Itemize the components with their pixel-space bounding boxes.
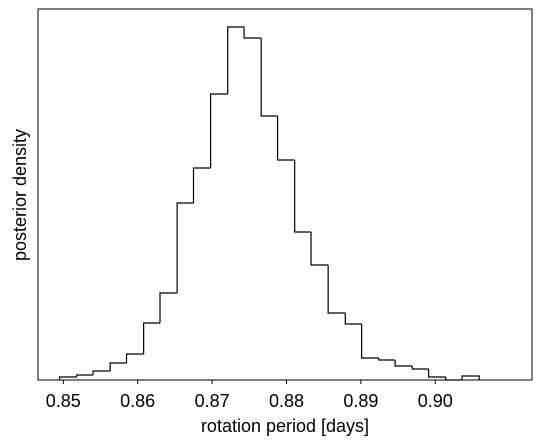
histogram-bin [327, 265, 346, 314]
x-tick-label: 0.85 [46, 391, 81, 411]
histogram-bin [378, 358, 396, 361]
histogram-bin [143, 322, 161, 354]
histogram-bin [310, 232, 329, 266]
x-tick-label: 0.86 [120, 391, 155, 411]
axes-frame [37, 8, 533, 381]
histogram-bin [427, 369, 446, 378]
histogram-bin [192, 167, 211, 203]
histogram-bin [394, 360, 413, 367]
histogram-bin [243, 27, 262, 39]
histogram-bin [58, 376, 77, 380]
histogram-bin [125, 353, 144, 363]
histogram-bin [361, 324, 379, 359]
x-axis-label: rotation period [days] [201, 416, 369, 436]
histogram-bin [260, 38, 278, 117]
histogram-bin [227, 26, 245, 94]
histogram-bin [411, 366, 429, 370]
y-axis-label: posterior density [10, 129, 30, 261]
x-tick-label: 0.90 [418, 391, 453, 411]
histogram-bin [109, 362, 127, 371]
histogram-bin [76, 374, 94, 377]
histogram-bin [176, 202, 194, 293]
x-tick-label: 0.89 [343, 391, 378, 411]
histogram-bin [294, 160, 312, 233]
histogram-bin [461, 375, 480, 380]
histogram-bin [159, 292, 178, 323]
x-tick-label: 0.88 [269, 391, 304, 411]
histogram-bin [445, 377, 463, 381]
histogram-bin [210, 93, 228, 168]
x-tick-label: 0.87 [195, 391, 230, 411]
histogram-bin [92, 370, 111, 375]
histogram-bin [276, 116, 295, 161]
histogram-bin [344, 313, 362, 325]
